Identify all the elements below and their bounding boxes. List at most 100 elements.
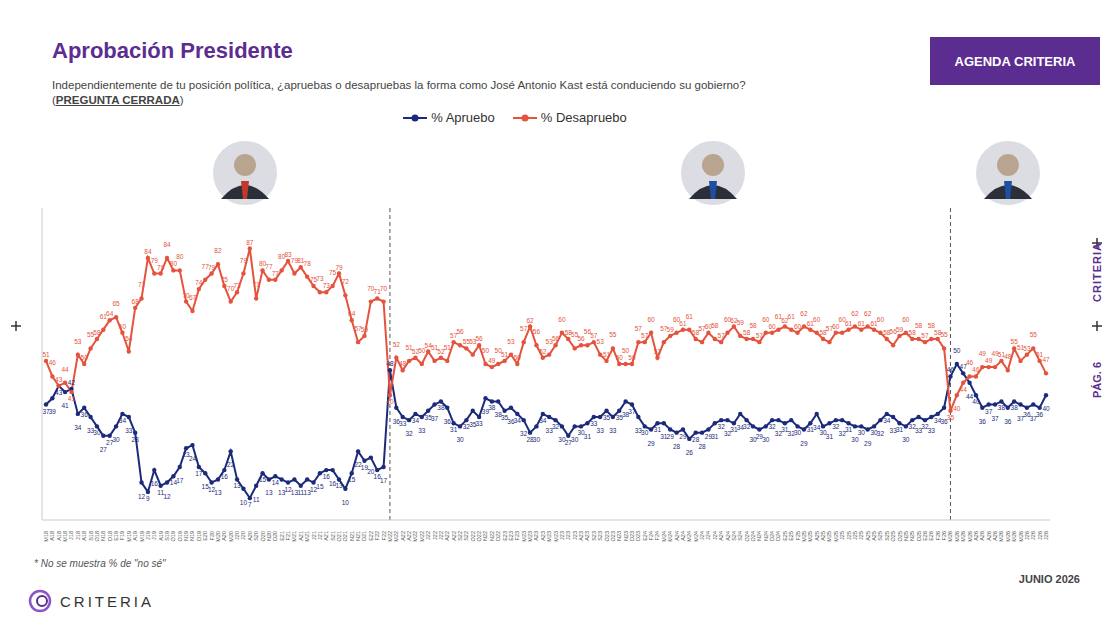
svg-text:A21: A21	[323, 531, 329, 541]
svg-text:A19: A19	[132, 531, 138, 541]
svg-text:30: 30	[858, 429, 866, 436]
svg-text:F22: F22	[374, 531, 380, 540]
svg-text:59: 59	[361, 326, 369, 333]
svg-text:62: 62	[526, 317, 534, 324]
svg-text:60: 60	[813, 316, 821, 323]
svg-text:J23: J23	[559, 531, 565, 540]
svg-text:M25: M25	[826, 531, 832, 542]
svg-text:A20: A20	[247, 531, 253, 541]
svg-text:33: 33	[590, 420, 598, 427]
svg-text:36: 36	[444, 418, 452, 425]
svg-text:S23: S23	[591, 531, 597, 541]
svg-text:51: 51	[501, 351, 509, 358]
svg-text:J26: J26	[1024, 531, 1030, 540]
svg-text:M26: M26	[1018, 531, 1024, 542]
svg-text:D22: D22	[495, 531, 501, 541]
svg-text:N18: N18	[100, 531, 106, 541]
svg-text:12: 12	[138, 493, 146, 500]
svg-text:79: 79	[208, 264, 216, 271]
svg-text:50: 50	[628, 354, 636, 361]
svg-text:58: 58	[915, 322, 923, 329]
svg-text:S24: S24	[737, 531, 743, 541]
svg-text:M18: M18	[62, 531, 68, 542]
svg-text:A23: A23	[578, 531, 584, 541]
svg-text:N25: N25	[909, 531, 915, 541]
svg-text:29: 29	[864, 440, 872, 447]
svg-text:M24: M24	[693, 531, 699, 542]
svg-text:D18: D18	[107, 531, 113, 541]
svg-text:48: 48	[386, 360, 394, 367]
svg-text:S22: S22	[457, 531, 463, 541]
svg-text:M23: M23	[527, 531, 533, 542]
svg-text:31: 31	[711, 433, 719, 440]
svg-text:61: 61	[845, 320, 853, 327]
svg-text:O18: O18	[94, 531, 100, 541]
svg-text:60: 60	[832, 323, 840, 330]
svg-text:M26: M26	[954, 531, 960, 542]
svg-text:M26: M26	[947, 531, 953, 542]
svg-text:41: 41	[68, 395, 76, 402]
svg-text:E26: E26	[922, 531, 928, 541]
svg-text:S22: S22	[463, 531, 469, 541]
svg-text:46: 46	[49, 359, 57, 366]
svg-text:48: 48	[1004, 353, 1012, 360]
svg-text:16: 16	[323, 473, 331, 480]
svg-text:M26: M26	[960, 531, 966, 542]
svg-text:34: 34	[539, 417, 547, 424]
svg-text:37: 37	[985, 408, 993, 415]
svg-text:M26: M26	[967, 531, 973, 542]
svg-text:M23: M23	[546, 531, 552, 542]
svg-text:30: 30	[533, 436, 541, 443]
svg-text:57: 57	[756, 332, 764, 339]
svg-text:17: 17	[176, 477, 184, 484]
svg-text:59: 59	[737, 319, 745, 326]
svg-text:31: 31	[826, 433, 834, 440]
svg-text:46: 46	[966, 359, 974, 366]
svg-text:60: 60	[119, 323, 127, 330]
svg-text:M19: M19	[126, 531, 132, 542]
svg-text:33: 33	[125, 427, 133, 434]
svg-text:M21: M21	[304, 531, 310, 542]
svg-text:47: 47	[1042, 356, 1050, 363]
svg-text:61: 61	[858, 320, 866, 327]
svg-text:55: 55	[940, 331, 948, 338]
svg-text:S21: S21	[330, 531, 336, 541]
svg-text:M26: M26	[998, 531, 1004, 542]
svg-text:34: 34	[74, 424, 82, 431]
svg-text:58: 58	[909, 329, 917, 336]
svg-text:12: 12	[163, 493, 171, 500]
svg-text:57: 57	[641, 332, 649, 339]
svg-text:N25: N25	[903, 531, 909, 541]
svg-text:64: 64	[348, 310, 356, 317]
svg-text:M20: M20	[215, 531, 221, 542]
svg-text:A20: A20	[221, 531, 227, 541]
svg-text:50: 50	[616, 354, 624, 361]
svg-text:71: 71	[138, 281, 146, 288]
svg-text:79: 79	[151, 257, 159, 264]
svg-text:38: 38	[998, 404, 1006, 411]
svg-text:31: 31	[654, 426, 662, 433]
svg-text:M26: M26	[1011, 531, 1017, 542]
svg-text:13: 13	[335, 482, 343, 489]
svg-text:50: 50	[622, 347, 630, 354]
svg-text:54: 54	[125, 335, 133, 342]
svg-text:30: 30	[93, 429, 101, 436]
svg-text:M23: M23	[521, 531, 527, 542]
svg-text:E23: E23	[508, 531, 514, 541]
svg-text:N21: N21	[349, 531, 355, 541]
svg-text:M25: M25	[807, 531, 813, 542]
svg-text:F26: F26	[941, 531, 947, 540]
svg-text:A26: A26	[973, 531, 979, 541]
svg-text:13: 13	[214, 489, 222, 496]
svg-text:32: 32	[552, 423, 560, 430]
svg-text:28: 28	[692, 436, 700, 443]
svg-text:36: 36	[81, 411, 89, 418]
svg-text:84: 84	[144, 248, 152, 255]
svg-text:31: 31	[845, 426, 853, 433]
svg-text:A18: A18	[56, 531, 62, 541]
svg-text:17: 17	[380, 477, 388, 484]
svg-text:J19: J19	[145, 531, 151, 540]
svg-text:A18: A18	[49, 531, 55, 541]
svg-text:E22: E22	[368, 531, 374, 541]
svg-text:J20: J20	[234, 531, 240, 540]
